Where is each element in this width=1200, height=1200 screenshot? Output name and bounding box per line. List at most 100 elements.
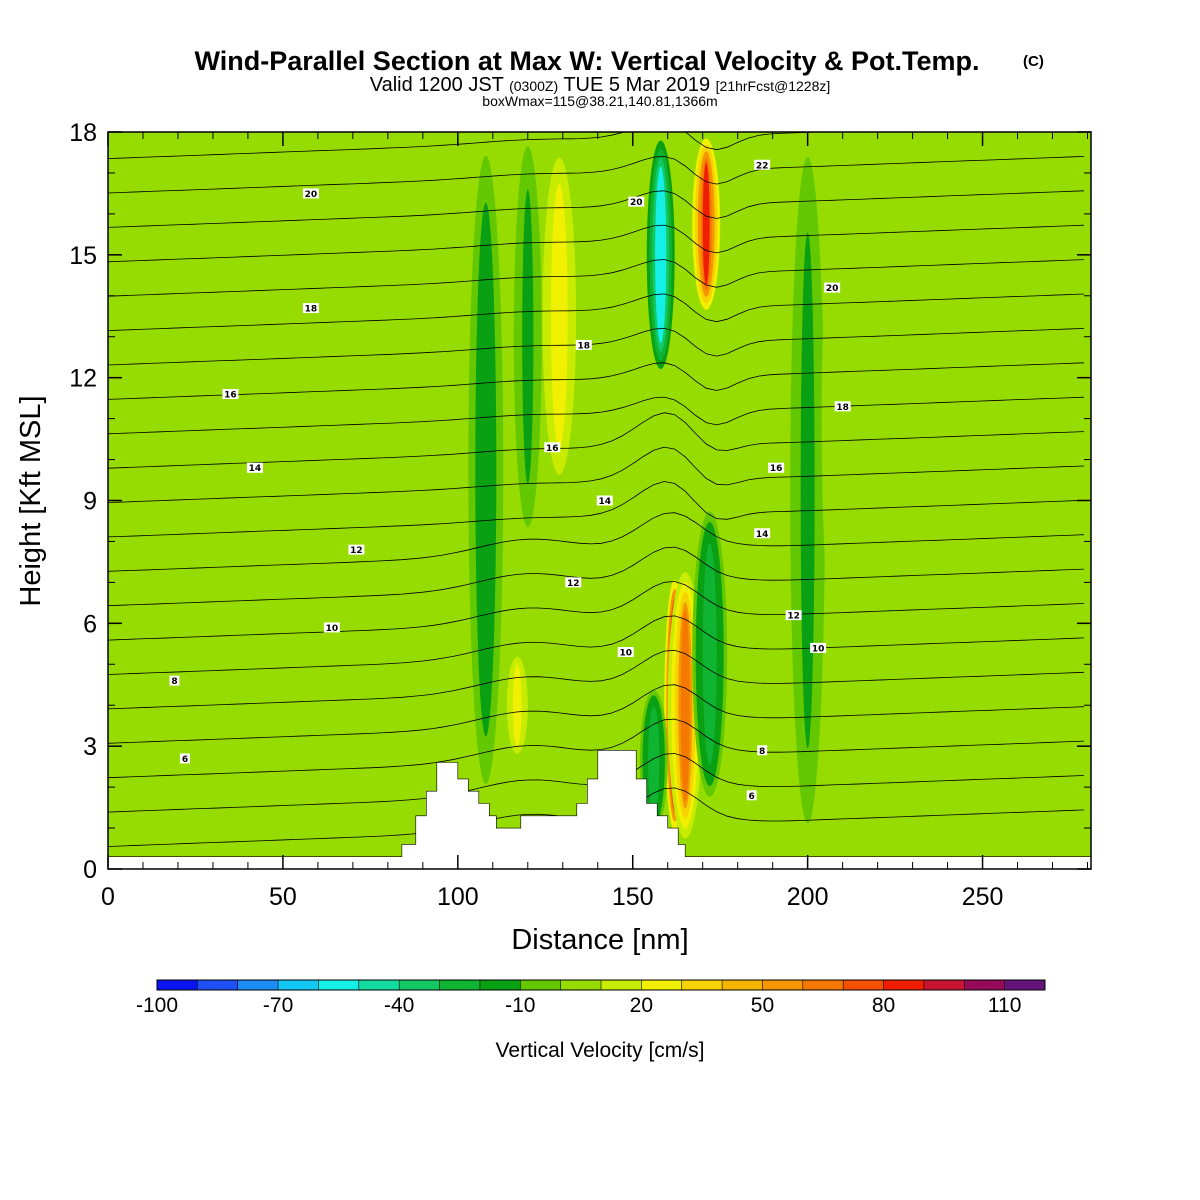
svg-text:6: 6 [749, 792, 755, 802]
x-axis-label: Distance [nm] [511, 924, 688, 956]
colorbar-swatch [883, 980, 925, 990]
svg-text:10: 10 [619, 648, 632, 658]
theta-contour-label: 20 [302, 188, 319, 200]
velocity-feature-updraft [667, 571, 703, 839]
svg-text:16: 16 [546, 444, 559, 454]
theta-contour-line [108, 718, 1085, 779]
colorbar [156, 979, 1046, 991]
velocity-feature-updraft [328, 528, 364, 719]
svg-text:20: 20 [630, 198, 643, 208]
colorbar-swatch [802, 980, 844, 990]
velocity-feature-downdraft [468, 155, 504, 784]
velocity-level-4 [554, 193, 565, 440]
terrain-profile [108, 750, 1091, 869]
svg-text:14: 14 [756, 530, 769, 540]
colorbar-swatch [358, 980, 400, 990]
colorbar-swatch [439, 980, 481, 990]
velocity-level-4 [803, 251, 813, 730]
theta-contour-label: 10 [810, 642, 827, 654]
velocity-level-4 [657, 172, 665, 337]
velocity-feature-updraft [692, 138, 721, 310]
theta-contour-label: 16 [768, 462, 785, 474]
svg-text:16: 16 [224, 391, 237, 401]
theta-contour-labels: 20 18 16 14 12 10 8 6 18 16 14 12 10 20 22 20 18 16 14 12 10… [169, 159, 851, 802]
svg-text:10: 10 [812, 644, 825, 654]
svg-text:22: 22 [756, 161, 769, 171]
colorbar-tick-label: -10 [505, 994, 535, 1017]
y-axis-label: Height [Kft MSL] [15, 395, 47, 606]
y-tick-label: 0 [83, 856, 97, 884]
colorbar-tick-label: 80 [872, 994, 895, 1017]
theta-contour-line [108, 615, 1085, 675]
theta-contour-line [108, 396, 1085, 435]
chart-subtitle-2: boxWmax=115@38.21,140.81,1366m [482, 93, 717, 109]
velocity-level-4 [481, 244, 491, 696]
theta-contour-line [108, 155, 1085, 194]
theta-contour-line [108, 327, 1085, 366]
theta-contour-line [108, 446, 1085, 503]
chart-title-mark: (C) [1023, 53, 1044, 70]
colorbar-swatch [399, 980, 440, 990]
y-tick-label: 12 [69, 365, 97, 393]
colorbar-tick-label: -70 [263, 994, 293, 1017]
colorbar-tick-label: -100 [136, 994, 178, 1017]
theta-contour-line [108, 581, 1085, 641]
colorbar-swatch [197, 980, 239, 990]
y-tick-label: 18 [69, 119, 97, 147]
x-tick-label: 250 [962, 883, 1004, 911]
colorbar-swatch [278, 980, 319, 990]
theta-contour-label: 16 [222, 389, 239, 401]
colorbar-tick-label: -40 [384, 994, 414, 1017]
y-tick-label: 15 [69, 242, 97, 270]
velocity-feature-updraft [538, 144, 581, 488]
svg-text:6: 6 [182, 755, 188, 765]
colorbar-tick-label: 110 [988, 994, 1021, 1017]
theta-contour-label: 10 [323, 622, 340, 634]
svg-text:12: 12 [350, 546, 363, 556]
subtitle-forecast: [21hrFcst@1228z] [716, 78, 831, 94]
velocity-level-4 [757, 281, 767, 556]
x-tick-label: 50 [269, 883, 297, 911]
theta-contour-label: 6 [746, 790, 757, 802]
svg-text:8: 8 [171, 677, 177, 687]
colorbar-swatch [479, 980, 521, 990]
theta-contour-line [108, 649, 1085, 710]
colorbar-swatch [318, 980, 360, 990]
velocity-level-4 [702, 162, 710, 286]
colorbar-swatch [923, 980, 965, 990]
colorbar-label: Vertical Velocity [cm/s] [496, 1039, 705, 1062]
colorbar-swatch [157, 980, 198, 990]
svg-text:18: 18 [577, 341, 590, 351]
colorbar-swatch [762, 980, 804, 990]
svg-text:10: 10 [326, 624, 339, 634]
theta-contour-label: 20 [628, 196, 645, 208]
svg-text:14: 14 [249, 464, 262, 474]
colorbar-tick-labels: -100 -70 -40 -10 20 50 80 110 [136, 994, 1021, 1017]
velocity-level-4 [837, 227, 848, 610]
velocity-level-4 [975, 316, 990, 563]
velocity-level-4 [680, 609, 690, 801]
velocity-level-4 [650, 709, 658, 812]
theta-contour-line [108, 259, 1085, 297]
svg-text:18: 18 [305, 305, 318, 315]
x-tick-label: 0 [101, 883, 115, 911]
colorbar-swatch [560, 980, 602, 990]
velocity-feature-updraft [744, 228, 780, 610]
theta-contour-label: 14 [596, 495, 613, 507]
theta-contour-line [108, 132, 830, 159]
velocity-feature-updraft [821, 152, 864, 686]
colorbar-swatch [843, 980, 884, 990]
velocity-level-4 [341, 555, 351, 692]
svg-text:20: 20 [826, 284, 839, 294]
theta-contour-label: 12 [348, 544, 365, 556]
velocity-feature-downdraft [513, 146, 542, 528]
theta-contour-label: 10 [617, 646, 634, 658]
colorbar-swatch [641, 980, 683, 990]
theta-contour-label: 18 [834, 401, 851, 413]
subtitle-valid-time: Valid 1200 JST [370, 74, 504, 96]
theta-contour-line [108, 412, 1085, 469]
svg-text:18: 18 [836, 403, 849, 413]
velocity-feature-downdraft [646, 140, 675, 370]
theta-contour-line [108, 224, 1085, 263]
